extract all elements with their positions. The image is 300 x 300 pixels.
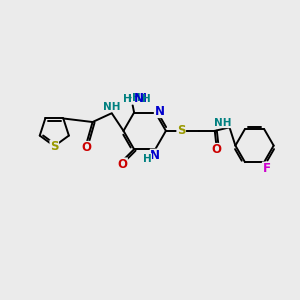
- Text: NH: NH: [214, 118, 232, 128]
- Text: S: S: [177, 124, 185, 137]
- Text: O: O: [82, 141, 92, 154]
- Text: O: O: [211, 143, 221, 157]
- Text: NH: NH: [103, 102, 121, 112]
- Text: N: N: [154, 104, 164, 118]
- Text: H: H: [132, 93, 141, 103]
- Text: H: H: [123, 94, 132, 104]
- Text: F: F: [262, 162, 271, 175]
- Text: N: N: [150, 149, 160, 162]
- Text: O: O: [117, 158, 127, 171]
- Text: H: H: [128, 94, 137, 104]
- Text: S: S: [50, 140, 58, 153]
- Text: N: N: [134, 92, 143, 106]
- Text: H: H: [142, 94, 151, 104]
- Text: N: N: [136, 92, 146, 106]
- Text: H: H: [143, 154, 152, 164]
